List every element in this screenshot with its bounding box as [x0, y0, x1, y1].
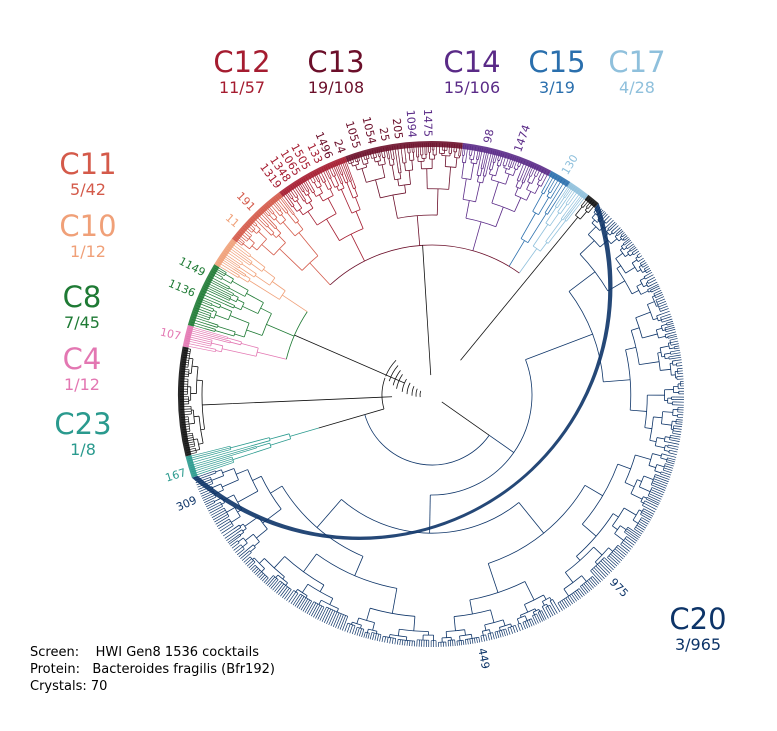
cluster-c4-name: C4 [62, 342, 102, 376]
crystals-value: 70 [90, 679, 108, 694]
cluster-c14-name: C14 [443, 45, 501, 79]
leaf-label: 107 [159, 325, 182, 342]
cluster-c23-count: 1/8 [70, 440, 96, 459]
cluster-c15-count: 3/19 [539, 78, 575, 97]
cluster-c17-name: C17 [608, 45, 666, 79]
leaf-label: 25 [377, 126, 392, 142]
cluster-c10-name: C10 [59, 209, 117, 243]
cluster-c8-name: C8 [62, 280, 102, 314]
cluster-c20-count: 3/965 [674, 635, 722, 654]
leaf-label: 309 [174, 494, 198, 514]
leaf-label: 24 [331, 138, 348, 156]
cluster-c12-label: C12 11/57 [212, 48, 272, 96]
cluster-c4-label: C4 1/12 [52, 345, 112, 393]
cluster-c12-count: 11/57 [218, 78, 266, 97]
leaf-label: 205 [390, 117, 406, 140]
screen-row: Screen: HWI Gen8 1536 cocktails [30, 644, 275, 661]
screen-label: Screen: [30, 645, 80, 660]
leaf-label: 1149 [177, 255, 208, 280]
leaf-label: 98 [481, 128, 497, 144]
cluster-c8-label: C8 7/45 [52, 283, 112, 331]
leaf-label: 167 [164, 466, 188, 485]
protein-value: Bacteroides fragilis (Bfr192) [92, 662, 275, 677]
leaf-label: 11 [223, 211, 242, 230]
leaf-label: 130 [559, 152, 581, 177]
cluster-c8-count: 7/45 [64, 313, 100, 332]
leaf-label: 191 [234, 189, 258, 213]
screen-info: Screen: HWI Gen8 1536 cocktails Protein:… [30, 644, 275, 695]
cluster-c23-label: C23 1/8 [50, 410, 116, 458]
cluster-c15-label: C15 3/19 [527, 48, 587, 96]
cluster-c4-count: 1/12 [64, 375, 100, 394]
cluster-c11-count: 5/42 [70, 180, 106, 199]
cluster-c13-label: C13 19/108 [300, 48, 372, 96]
cluster-c23-name: C23 [54, 407, 112, 441]
leaf-label: 1094 [404, 109, 419, 138]
cluster-c11-name: C11 [59, 147, 117, 181]
cluster-c13-count: 19/108 [307, 78, 365, 97]
leaf-label: 975 [607, 576, 631, 600]
leaf-label: 1475 [421, 109, 434, 137]
leaf-label: 449 [475, 647, 492, 670]
leaf-label: 1136 [166, 277, 197, 300]
crystals-label: Crystals: [30, 679, 87, 694]
protein-label: Protein: [30, 662, 80, 677]
cluster-c20-name: C20 [669, 602, 727, 636]
screen-value: HWI Gen8 1536 cocktails [95, 645, 259, 660]
cluster-c17-count: 4/28 [619, 78, 655, 97]
cluster-c20-label: C20 3/965 [662, 605, 734, 653]
cluster-c15-name: C15 [528, 45, 586, 79]
cluster-c14-count: 15/106 [443, 78, 501, 97]
cluster-c12-name: C12 [213, 45, 271, 79]
leaf-label: 1054 [359, 115, 378, 145]
cluster-c10-count: 1/12 [70, 242, 106, 261]
cluster-c14-label: C14 15/106 [436, 48, 508, 96]
cluster-c11-label: C11 5/42 [58, 150, 118, 198]
cluster-c13-name: C13 [307, 45, 365, 79]
leaf-label: 1474 [512, 123, 534, 154]
cluster-c10-label: C10 1/12 [58, 212, 118, 260]
crystals-row: Crystals: 70 [30, 678, 275, 695]
cluster-c17-label: C17 4/28 [607, 48, 667, 96]
protein-row: Protein: Bacteroides fragilis (Bfr192) [30, 661, 275, 678]
